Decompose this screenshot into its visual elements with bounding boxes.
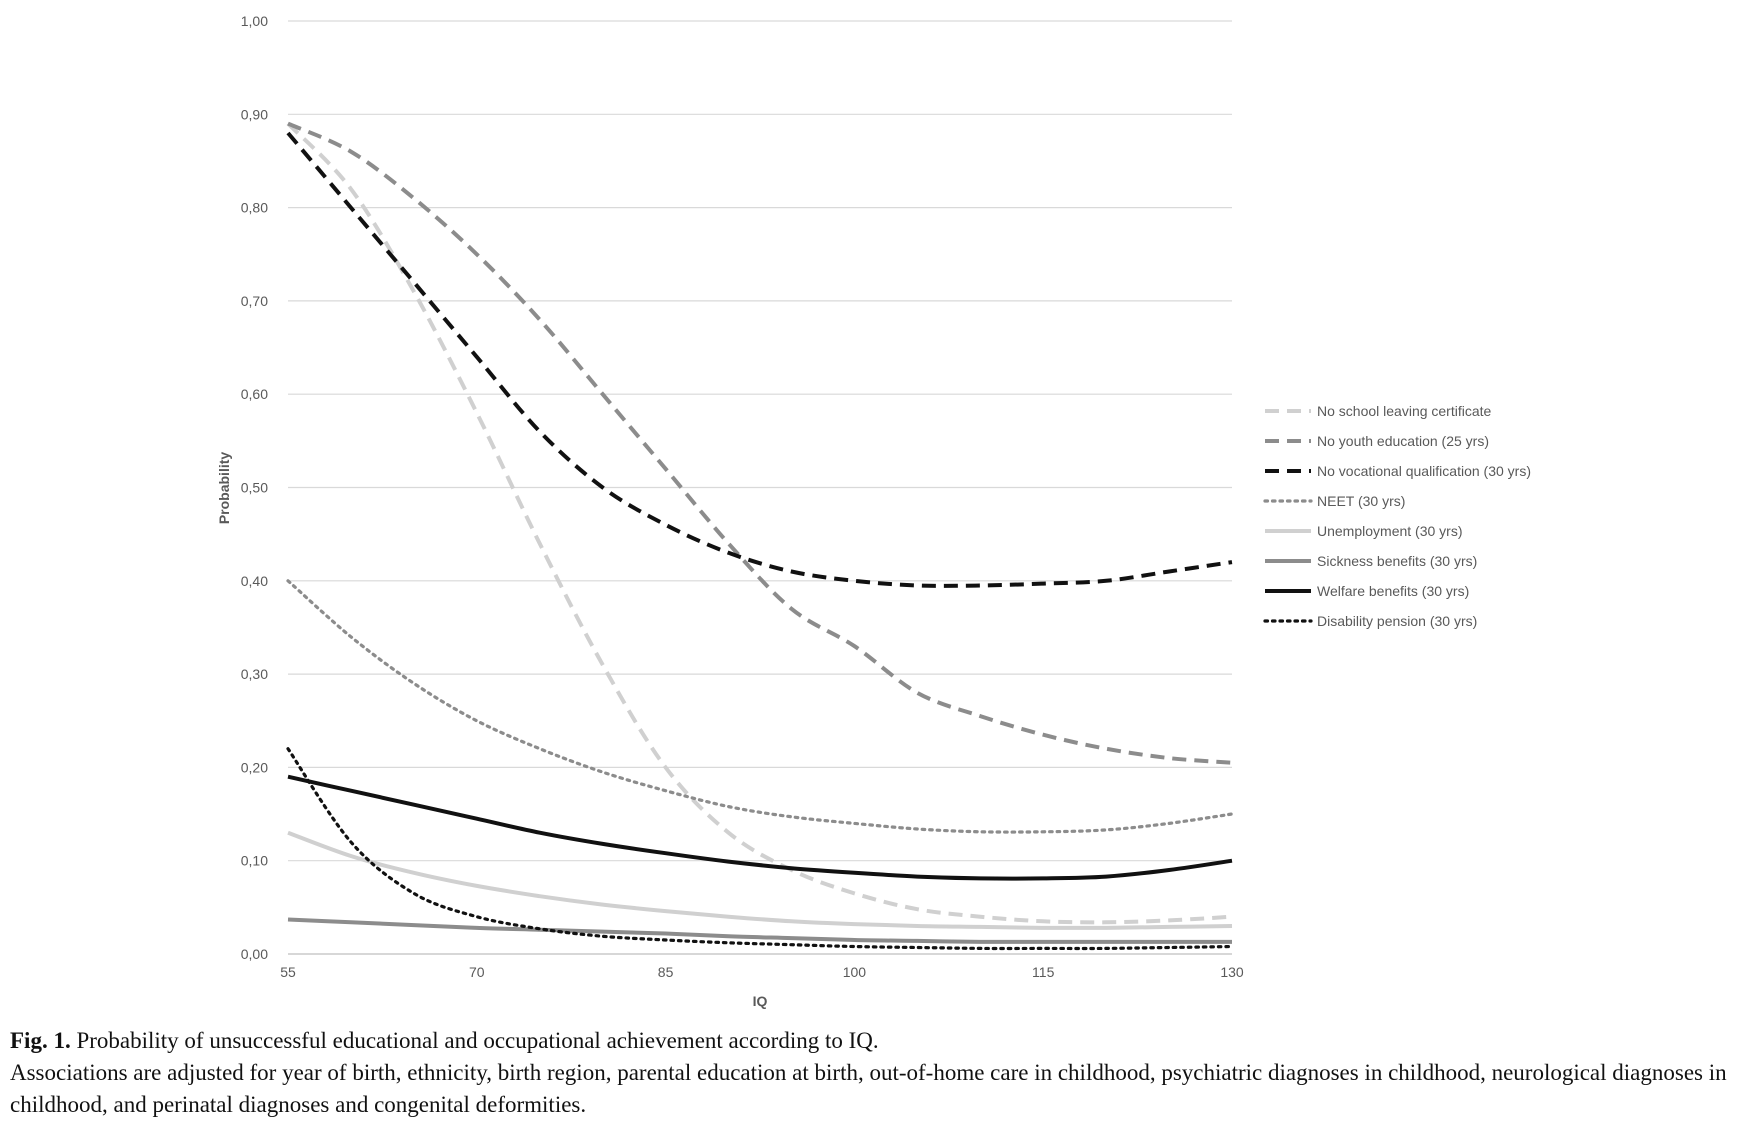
chart-area: 0,00 0,10 0,20 0,30 0,40 0,50 0,60 0,70 0,80 0,90… [216,13,1531,1009]
y-tick-label: 0,00 [241,946,268,962]
caption-note: Associations are adjusted for year of bi… [10,1060,1727,1117]
series-line-1 [286,122,1233,925]
legend-label: No vocational qualification (30 yrs) [1317,463,1531,479]
y-axis-ticks: 0,00 0,10 0,20 0,30 0,40 0,50 0,60 0,70 0,80 0,90… [241,13,268,962]
y-tick-label: 0,70 [241,293,268,309]
x-tick-label: 85 [658,964,674,980]
series-line-3 [286,131,1233,588]
y-tick-label: 0,60 [241,386,268,402]
caption-title: Probability of unsuccessful educational … [76,1028,879,1053]
legend: No school leaving certificate No youth ed… [1263,403,1531,629]
x-tick-label: 115 [1032,964,1055,980]
x-tick-label: 55 [280,964,296,980]
legend-label: Sickness benefits (30 yrs) [1317,553,1477,569]
y-tick-label: 0,40 [241,573,268,589]
series-line-8 [286,747,1234,951]
legend-label: No youth education (25 yrs) [1317,433,1489,449]
series-line-7 [287,774,1233,881]
x-tick-label: 100 [843,964,867,980]
y-tick-label: 0,30 [241,666,268,682]
series-lines [286,121,1234,951]
legend-label: Welfare benefits (30 yrs) [1317,583,1469,599]
x-axis-ticks: 55 70 85 100 115 130 [280,964,1244,980]
series-line-2 [287,121,1233,765]
y-tick-label: 0,10 [241,853,268,869]
legend-label: Unemployment (30 yrs) [1317,523,1463,539]
y-tick-label: 1,00 [241,13,268,29]
y-tick-label: 0,50 [241,480,268,496]
x-axis-label: IQ [753,993,768,1009]
y-tick-label: 0,20 [241,759,268,775]
series-line-6 [287,917,1232,944]
legend-label: No school leaving certificate [1317,403,1492,419]
legend-label: NEET (30 yrs) [1317,493,1405,509]
legend-label: Disability pension (30 yrs) [1317,613,1477,629]
x-tick-label: 70 [469,964,485,980]
y-tick-label: 0,90 [241,106,268,122]
line-chart: 0,00 0,10 0,20 0,30 0,40 0,50 0,60 0,70 0,80 0,90… [216,13,1531,1009]
caption-label: Fig. 1. [10,1028,71,1053]
figure-caption: Fig. 1. Probability of unsuccessful educ… [10,1025,1750,1121]
x-tick-label: 130 [1220,964,1244,980]
gridlines [288,20,1232,955]
series-line-5 [287,830,1233,930]
y-axis-label: Probability [216,452,232,525]
y-tick-label: 0,80 [241,200,268,216]
series-line-4 [286,579,1234,834]
